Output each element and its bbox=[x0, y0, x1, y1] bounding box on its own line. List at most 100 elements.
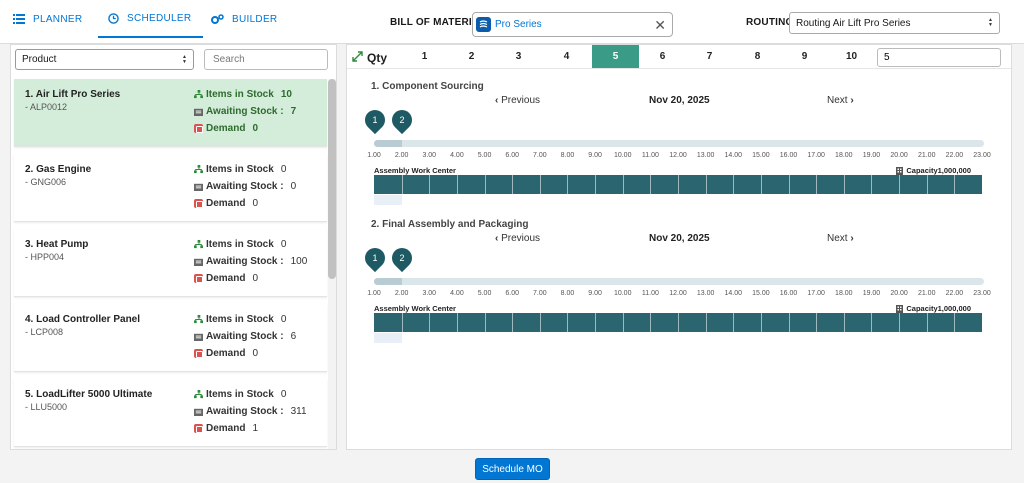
gantt-slot bbox=[374, 195, 402, 205]
qty-option-6[interactable]: 6 bbox=[659, 51, 666, 62]
qty-option-4[interactable]: 4 bbox=[563, 51, 570, 62]
timeline-tick: 10.00 bbox=[613, 152, 632, 159]
qty-option-2[interactable]: 2 bbox=[468, 51, 475, 62]
stock-stat: Items in Stock 0 bbox=[194, 389, 286, 400]
previous-button[interactable]: ‹ Previous bbox=[495, 233, 541, 244]
previous-button[interactable]: ‹ Previous bbox=[495, 95, 541, 106]
gantt-divider bbox=[401, 313, 403, 332]
bom-label: BILL OF MATERIAL bbox=[390, 17, 486, 28]
product-name: 1. Air Lift Pro Series bbox=[25, 89, 121, 100]
qty-option-7[interactable]: 7 bbox=[706, 51, 713, 62]
product-code: - LCP008 bbox=[25, 327, 64, 337]
schedule-date: Nov 20, 2025 bbox=[649, 233, 710, 244]
gantt-divider bbox=[843, 313, 845, 332]
qty-input[interactable] bbox=[877, 48, 1001, 67]
gantt-divider bbox=[650, 313, 652, 332]
timeline-tick: 10.00 bbox=[613, 290, 632, 297]
hierarchy-icon bbox=[194, 315, 203, 324]
step-marker[interactable]: 2 bbox=[387, 243, 417, 273]
gantt-divider bbox=[678, 175, 679, 194]
gantt-divider bbox=[512, 175, 514, 194]
demand-stat: Demand 0 bbox=[194, 273, 258, 284]
qty-bar: Qty 1 2 3 4 5 6 7 8 9 10 bbox=[347, 45, 1011, 69]
demand-icon bbox=[194, 124, 203, 133]
tab-planner[interactable]: PLANNER bbox=[13, 0, 82, 38]
step-marker[interactable]: 2 bbox=[387, 105, 417, 135]
gantt-divider bbox=[567, 313, 569, 332]
timeline-progress bbox=[374, 278, 402, 285]
product-code: - GNG006 bbox=[25, 177, 67, 187]
product-code: - ALP0012 bbox=[25, 102, 68, 112]
product-card[interactable]: 1. Air Lift Pro Series - ALP0012 Items i… bbox=[14, 79, 327, 147]
gantt-divider bbox=[705, 175, 707, 194]
step-marker[interactable]: 1 bbox=[360, 105, 390, 135]
demand-icon bbox=[194, 349, 203, 358]
qty-option-8[interactable]: 8 bbox=[754, 51, 761, 62]
stock-stat: Items in Stock 10 bbox=[194, 89, 292, 100]
product-card[interactable]: 2. Gas Engine - GNG006 Items in Stock 0 A… bbox=[14, 154, 327, 222]
gantt-divider bbox=[595, 313, 597, 332]
gantt-divider bbox=[899, 313, 901, 332]
timeline-tick: 3.00 bbox=[422, 152, 437, 159]
product-card[interactable]: 4. Load Controller Panel - LCP008 Items … bbox=[14, 304, 327, 372]
timeline-tick: 4.00 bbox=[450, 290, 464, 297]
tab-builder[interactable]: BUILDER bbox=[211, 0, 277, 38]
demand-value: 0 bbox=[252, 123, 259, 134]
awaiting-value: 0 bbox=[290, 181, 297, 192]
gantt-slot bbox=[374, 333, 402, 343]
tab-scheduler[interactable]: SCHEDULER bbox=[98, 0, 204, 38]
next-button[interactable]: Next › bbox=[827, 95, 854, 106]
timeline-tick: 17.00 bbox=[807, 152, 825, 159]
gantt-divider bbox=[512, 313, 514, 332]
qty-option-5[interactable]: 5 bbox=[592, 45, 639, 68]
clock-icon bbox=[108, 12, 119, 24]
timeline-tick: 21.00 bbox=[917, 152, 936, 159]
qty-option-3[interactable]: 3 bbox=[515, 51, 522, 62]
scrollbar-thumb[interactable] bbox=[328, 79, 336, 279]
operation-section: 2. Final Assembly and Packaging ‹ Previou… bbox=[347, 219, 1011, 349]
timeline-tick: 6.00 bbox=[505, 152, 519, 159]
product-card[interactable]: 5. LoadLifter 5000 Ultimate - LLU5000 It… bbox=[14, 379, 327, 447]
close-icon[interactable]: ✕ bbox=[654, 16, 666, 33]
warehouse-icon bbox=[194, 258, 203, 266]
demand-value: 0 bbox=[252, 198, 259, 209]
gears-icon bbox=[211, 13, 224, 24]
product-card[interactable]: 3. Heat Pump - HPP004 Items in Stock 0 Aw… bbox=[14, 229, 327, 297]
hierarchy-icon bbox=[194, 165, 203, 174]
routing-select[interactable]: Routing Air Lift Pro Series ▲ ▼ bbox=[789, 12, 1000, 34]
step-marker[interactable]: 1 bbox=[360, 243, 390, 273]
timeline-tick: 18.00 bbox=[835, 290, 853, 297]
warehouse-icon bbox=[194, 333, 203, 341]
expand-icon[interactable] bbox=[352, 51, 363, 62]
gantt-divider bbox=[484, 175, 486, 194]
timeline-tick: 3.00 bbox=[422, 290, 437, 297]
search-input[interactable] bbox=[204, 49, 328, 70]
timeline-tick: 11.00 bbox=[641, 152, 659, 159]
qty-option-1[interactable]: 1 bbox=[421, 51, 428, 62]
bom-lookup[interactable]: Pro Series ✕ bbox=[472, 12, 673, 37]
stock-value: 0 bbox=[280, 389, 287, 400]
demand-value: 0 bbox=[252, 348, 259, 359]
timeline-tick: 13.00 bbox=[696, 290, 715, 297]
bom-value: Pro Series bbox=[495, 19, 542, 30]
product-code: - HPP004 bbox=[25, 252, 65, 262]
timeline-tick: 13.00 bbox=[696, 152, 715, 159]
gantt-divider bbox=[539, 175, 541, 194]
timeline-tick: 8.00 bbox=[560, 152, 575, 159]
timeline-tick: 6.00 bbox=[505, 290, 519, 297]
next-button[interactable]: Next › bbox=[827, 233, 854, 244]
demand-value: 1 bbox=[252, 423, 259, 434]
product-filter-select[interactable]: Product ▲ ▼ bbox=[15, 49, 194, 70]
timeline-tick: 18.00 bbox=[835, 152, 853, 159]
gantt-divider bbox=[871, 313, 873, 332]
product-name: 5. LoadLifter 5000 Ultimate bbox=[25, 389, 153, 400]
stock-value: 0 bbox=[280, 239, 287, 250]
qty-option-9[interactable]: 9 bbox=[801, 51, 808, 62]
stock-value: 10 bbox=[280, 89, 292, 100]
timeline-tick: 7.00 bbox=[533, 290, 547, 297]
gantt-divider bbox=[733, 313, 735, 332]
awaiting-value: 7 bbox=[290, 106, 297, 117]
qty-option-10[interactable]: 10 bbox=[845, 51, 858, 62]
gantt-divider bbox=[843, 175, 845, 194]
schedule-mo-button[interactable]: Schedule MO bbox=[475, 458, 550, 480]
